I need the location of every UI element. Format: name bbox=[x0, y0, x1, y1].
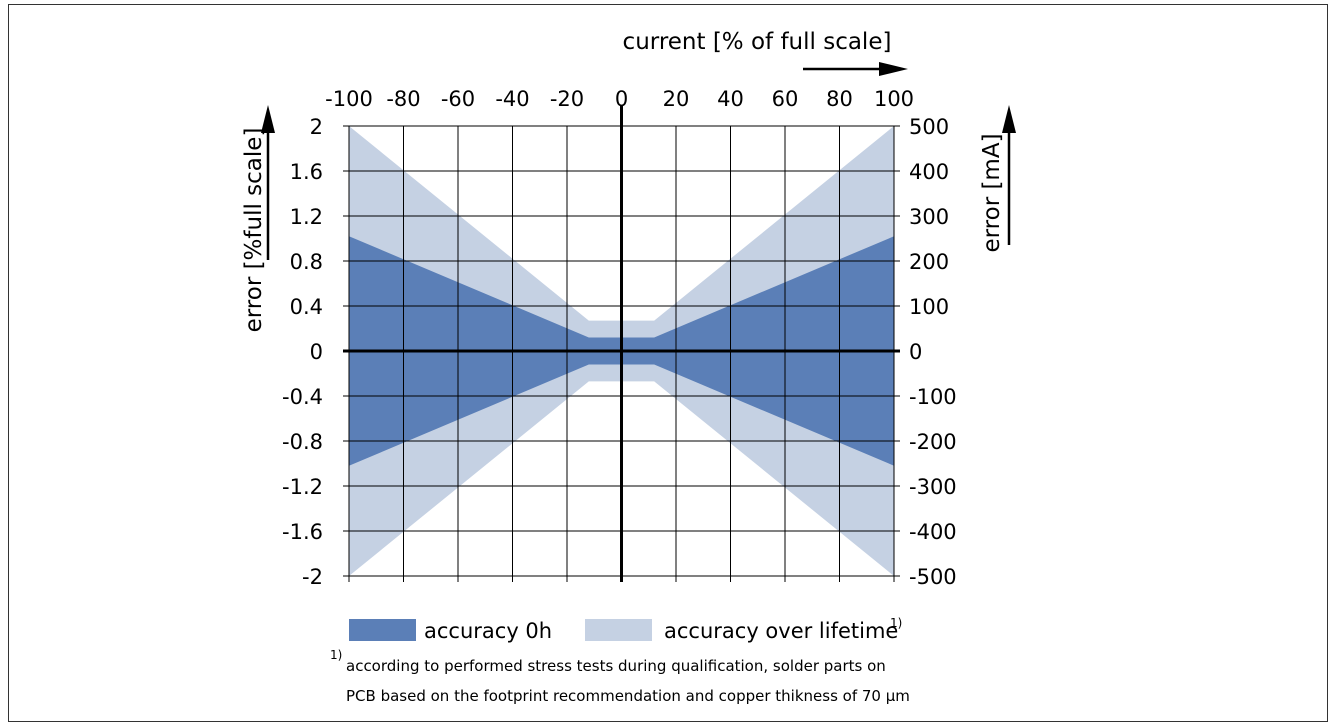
legend-swatch-accuracy-lifetime bbox=[585, 619, 652, 641]
legend-label-accuracy-0h: accuracy 0h bbox=[424, 619, 552, 643]
x-axis-title: current [% of full scale] bbox=[623, 29, 892, 55]
x-tick-label: 60 bbox=[772, 87, 799, 111]
y-left-tick-label: 0 bbox=[310, 340, 323, 364]
y-right-tick-label: -200 bbox=[909, 430, 957, 454]
y-right-tick-label: 0 bbox=[909, 340, 922, 364]
legend-swatch-accuracy-0h bbox=[349, 619, 416, 641]
y-right-tick-label: 200 bbox=[909, 250, 949, 274]
y-left-tick-label: -0.8 bbox=[282, 430, 323, 454]
legend-label-accuracy-lifetime: accuracy over lifetime bbox=[664, 619, 898, 643]
y-axis-right-title: error [mA] bbox=[979, 133, 1005, 252]
y-left-tick-label: 2 bbox=[310, 115, 323, 139]
footnote-line-1: according to performed stress tests duri… bbox=[346, 657, 886, 675]
x-tick-label: -60 bbox=[441, 87, 475, 111]
x-tick-label: -100 bbox=[325, 87, 373, 111]
y-right-tick-label: 300 bbox=[909, 205, 949, 229]
x-tick-label: 0 bbox=[615, 87, 628, 111]
y-left-tick-label: -2 bbox=[302, 565, 323, 589]
y-right-tick-label: -400 bbox=[909, 520, 957, 544]
x-tick-label: 40 bbox=[717, 87, 744, 111]
y-right-tick-label: 500 bbox=[909, 115, 949, 139]
y-left-tick-label: -0.4 bbox=[282, 385, 323, 409]
y-left-tick-label: 1.6 bbox=[290, 160, 323, 184]
axes-layer bbox=[343, 106, 900, 582]
y-right-tick-label: 400 bbox=[909, 160, 949, 184]
y-right-tick-label: -100 bbox=[909, 385, 957, 409]
y-right-tick-label: 100 bbox=[909, 295, 949, 319]
legend-superscript: 1) bbox=[890, 616, 902, 630]
y-axis-right-arrow-icon bbox=[1002, 105, 1016, 245]
footnote-line-2: PCB based on the footprint recommendatio… bbox=[346, 687, 910, 705]
x-tick-label: -40 bbox=[495, 87, 529, 111]
y-left-tick-label: 0.4 bbox=[290, 295, 323, 319]
x-axis-arrow-icon bbox=[803, 62, 908, 76]
x-tick-label: 80 bbox=[826, 87, 853, 111]
chart-svg: -100 -80 -60 -40 -20 0 20 40 60 80 10021.61.20.80.… bbox=[241, 29, 1016, 705]
y-right-tick-label: -500 bbox=[909, 565, 957, 589]
y-left-tick-label: -1.6 bbox=[282, 520, 323, 544]
y-right-tick-label: -300 bbox=[909, 475, 957, 499]
x-tick-label: 100 bbox=[874, 87, 914, 111]
y-left-tick-label: 1.2 bbox=[290, 205, 323, 229]
chart-frame: -100 -80 -60 -40 -20 0 20 40 60 80 100 2 1.6 1.2 0.8 0.… bbox=[8, 4, 1328, 722]
y-left-tick-label: 0.8 bbox=[290, 250, 323, 274]
tick-labels-layer: -100 -80 -60 -40 -20 0 20 40 60 80 10021.61.20.80.… bbox=[282, 87, 957, 589]
x-tick-label: -80 bbox=[386, 87, 420, 111]
x-tick-label: 20 bbox=[663, 87, 690, 111]
y-axis-left-title: error [%full scale] bbox=[241, 128, 267, 333]
x-tick-label: -20 bbox=[550, 87, 584, 111]
y-left-tick-label: -1.2 bbox=[282, 475, 323, 499]
y-axis-left-arrow-icon bbox=[261, 105, 275, 260]
footnote-marker: 1) bbox=[330, 648, 342, 662]
